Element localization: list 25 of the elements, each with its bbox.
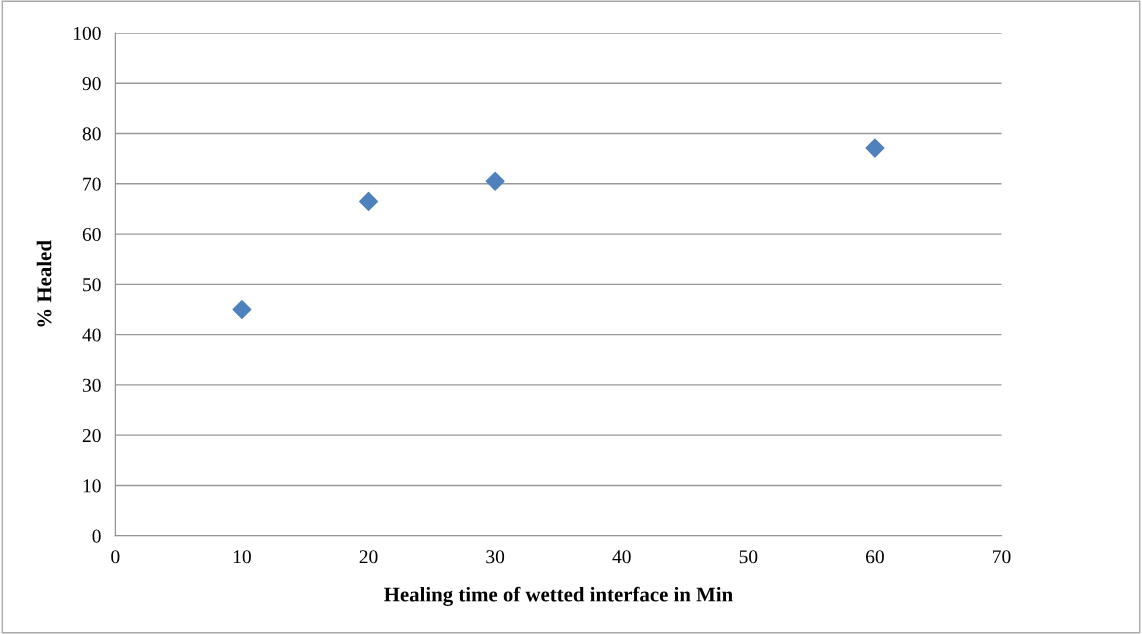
x-tick-label: 20 <box>359 550 378 564</box>
y-tick-label: 10 <box>83 479 101 493</box>
x-tick-label: 60 <box>866 550 884 564</box>
x-tick-label: 40 <box>612 550 631 564</box>
y-tick-label: 30 <box>82 378 101 392</box>
y-tick-label: 20 <box>82 428 101 443</box>
point <box>485 171 505 191</box>
y-tick-label: 60 <box>82 227 101 242</box>
y-tick-label: 80 <box>82 127 101 141</box>
x-axis-title: Healing time of wetted interface in Min <box>384 586 733 606</box>
x-tick-label: 50 <box>739 550 758 564</box>
y-tick-label: 40 <box>82 328 101 342</box>
y-tick-label: 50 <box>83 278 101 292</box>
y-tick-label: 70 <box>83 177 101 191</box>
x-tick-label: 30 <box>486 550 505 564</box>
point <box>359 191 379 211</box>
x-tick-label: 70 <box>993 550 1011 564</box>
x-tick-label: 0 <box>111 550 120 564</box>
y-axis-title: % Healed <box>36 240 52 327</box>
y-tick-label: 100 <box>74 26 101 40</box>
y-tick-label: 0 <box>92 529 101 543</box>
y-tick-label: 90 <box>82 77 101 91</box>
x-tick-label: 10 <box>233 550 251 564</box>
point <box>865 138 885 158</box>
point <box>232 300 252 319</box>
